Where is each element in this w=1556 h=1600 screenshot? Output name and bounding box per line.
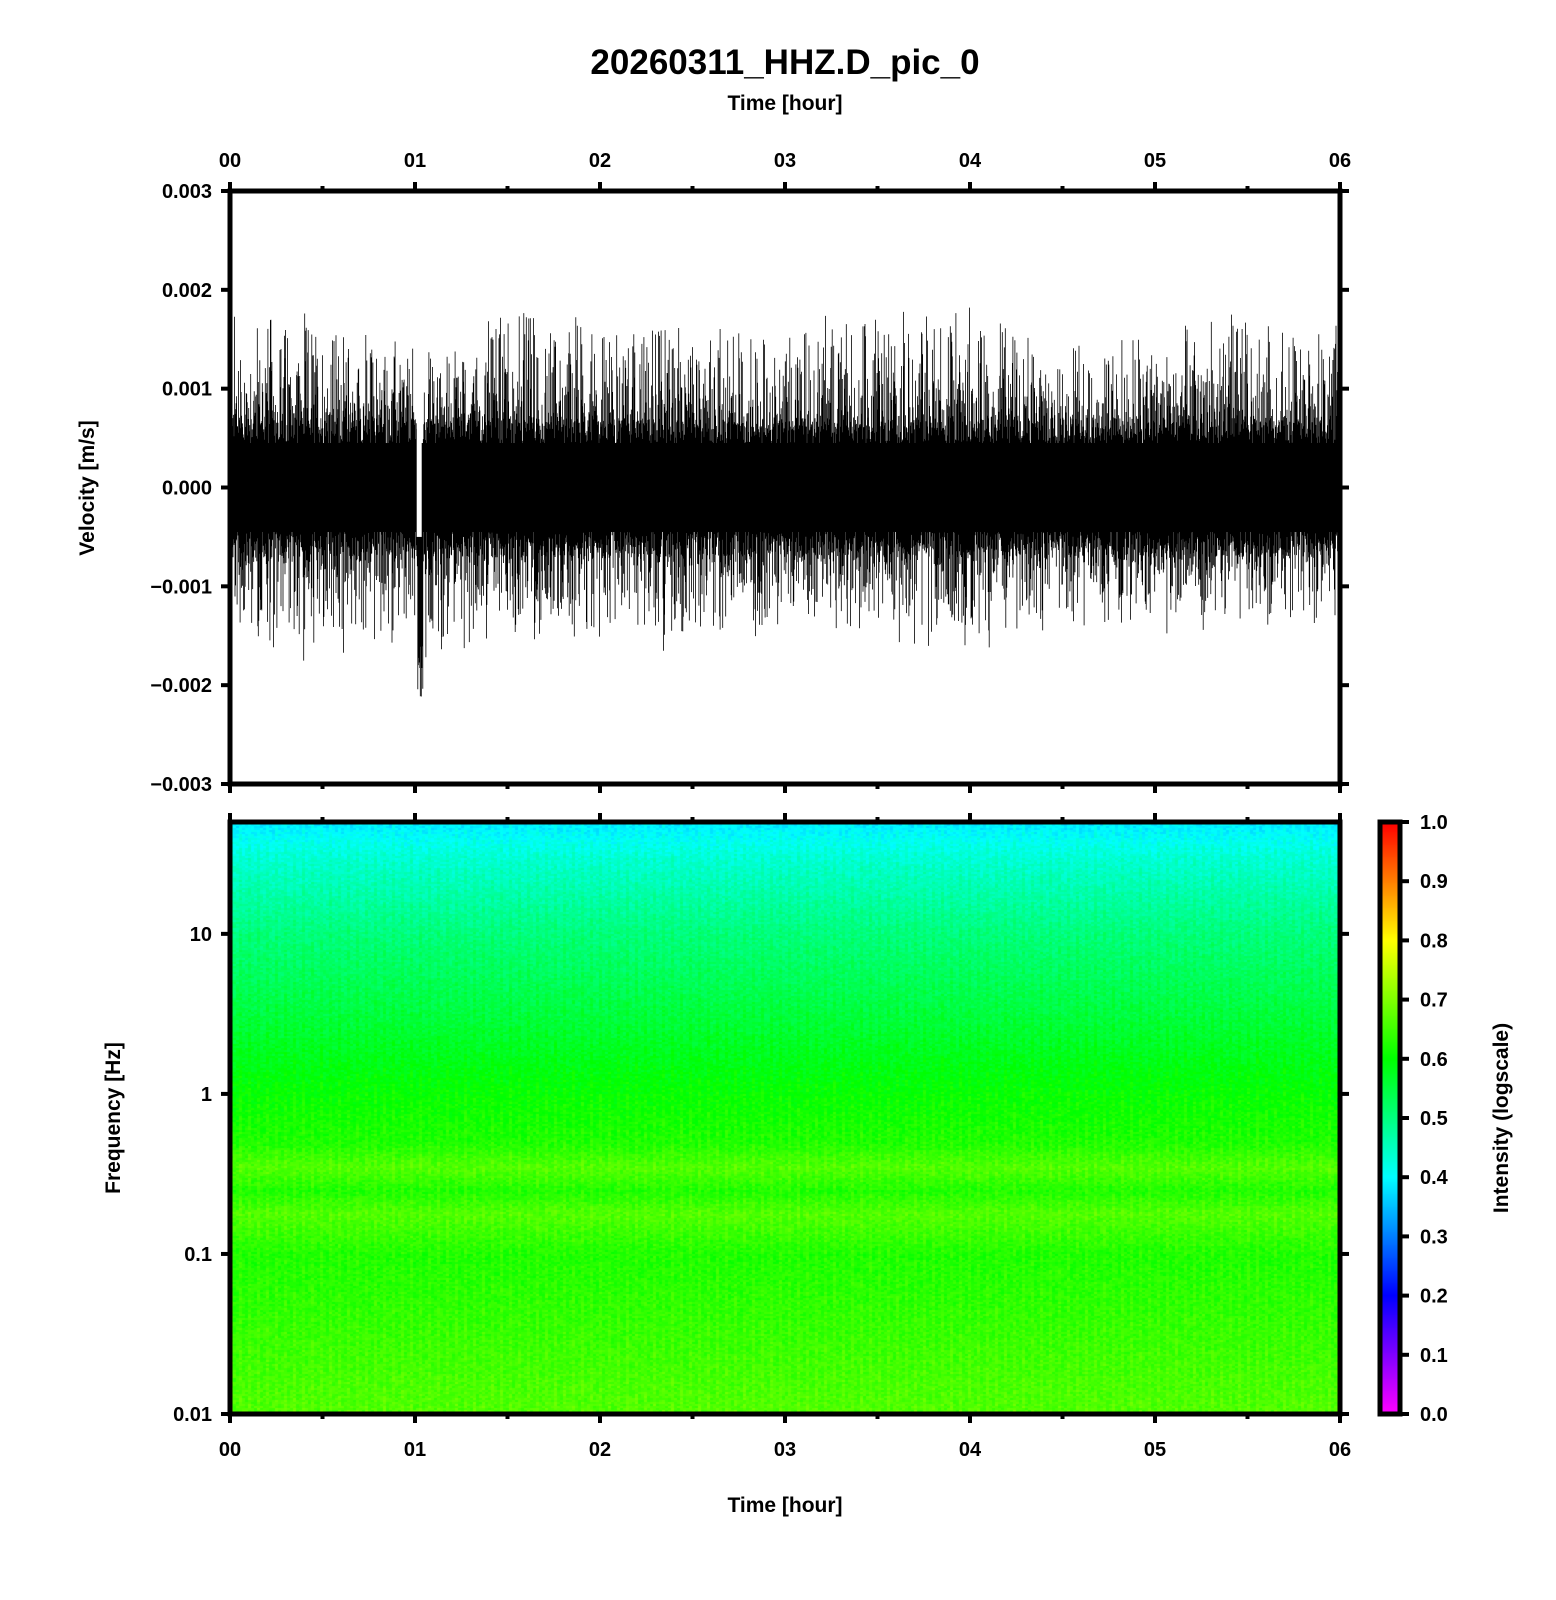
bottom-x-tick-label: 03 [774, 1439, 796, 1461]
colorbar-tick-label: 0.1 [1420, 1345, 1448, 1367]
spectrogram-image [230, 822, 1340, 1414]
waveform-y-tick-label: −0.003 [150, 774, 212, 796]
colorbar-tick-label: 0.2 [1420, 1286, 1448, 1308]
axes-group: 00 00 01 01 02 02 03 03 04 04 05 05 06 06 0.003 0.002 0.… [150, 150, 1448, 1461]
waveform-y-tick-label: 0.001 [162, 379, 212, 401]
waveform-y-tick-label: 0.002 [162, 280, 212, 302]
colorbar-tick-label: 0.6 [1420, 1049, 1448, 1071]
colorbar-tick-label: 0.3 [1420, 1226, 1448, 1248]
bottom-x-axis-label: Time [hour] [727, 1494, 842, 1517]
colorbar-tick-label: 0.5 [1420, 1108, 1448, 1130]
top-x-tick-label: 06 [1329, 150, 1351, 172]
waveform-trace-group [229, 307, 1341, 697]
colorbar-label: Intensity (logscale) [1490, 1023, 1513, 1213]
waveform-event-gap [416, 368, 422, 537]
waveform-y-tick-label: 0.003 [162, 181, 212, 203]
waveform-y-tick-label: −0.001 [150, 576, 212, 598]
top-x-tick-label: 00 [219, 150, 241, 172]
top-x-tick-label: 05 [1144, 150, 1166, 172]
top-x-tick-label: 04 [959, 150, 982, 172]
colorbar-frame [1377, 819, 1403, 1417]
bottom-x-tick-label: 00 [219, 1439, 241, 1461]
spectrogram-y-tick-label: 1 [201, 1084, 212, 1106]
waveform-y-axis-label: Velocity [m/s] [76, 420, 99, 555]
waveform-y-tick-label: 0.000 [162, 478, 212, 500]
spectrogram-frame [227, 819, 1343, 1417]
colorbar-tick-label: 0.4 [1420, 1167, 1449, 1189]
waveform-y-tick-label: −0.002 [150, 675, 212, 697]
bottom-x-tick-label: 04 [959, 1439, 982, 1461]
colorbar-tick-label: 1.0 [1420, 812, 1448, 834]
spectrogram-y-tick-label: 0.1 [184, 1244, 212, 1266]
colorbar-tick-label: 0.7 [1420, 990, 1448, 1012]
bottom-x-tick-label: 02 [589, 1439, 611, 1461]
spectrogram-y-tick-label: 0.01 [173, 1404, 212, 1426]
spectrogram-y-axis-label: Frequency [Hz] [102, 1042, 125, 1194]
colorbar-gradient [1380, 822, 1400, 1414]
top-x-tick-label: 03 [774, 150, 796, 172]
colorbar-tick-label: 0.8 [1420, 930, 1448, 952]
spectrogram-y-tick-label: 10 [190, 924, 212, 946]
bottom-x-tick-label: 01 [404, 1439, 426, 1461]
top-x-tick-label: 02 [589, 150, 611, 172]
waveform-core-band [232, 443, 1338, 532]
bottom-x-tick-label: 06 [1329, 1439, 1351, 1461]
colorbar-tick-label: 0.0 [1420, 1404, 1448, 1426]
top-x-axis-label: Time [hour] [727, 92, 842, 115]
chart-title: 20260311_HHZ.D_pic_0 [590, 43, 979, 82]
colorbar-tick-label: 0.9 [1420, 871, 1448, 893]
top-x-tick-label: 01 [404, 150, 426, 172]
bottom-x-tick-label: 05 [1144, 1439, 1166, 1461]
